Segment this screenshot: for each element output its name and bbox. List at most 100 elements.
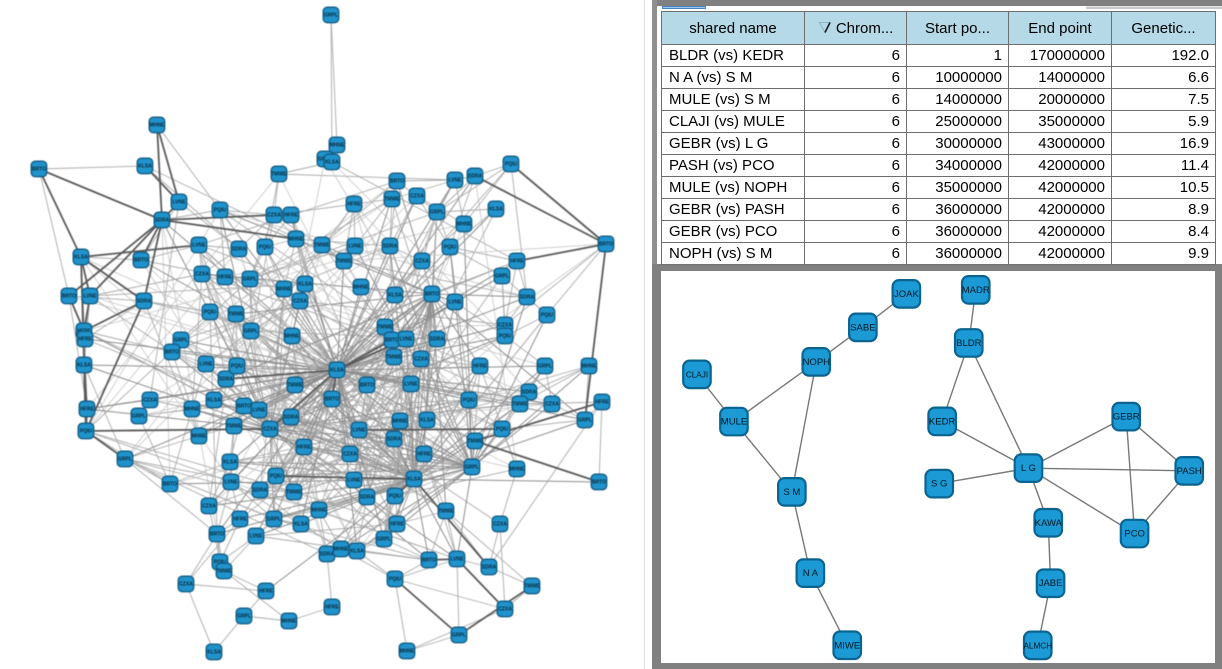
svg-text:TMWE: TMWE <box>524 584 540 590</box>
svg-text:CZXA: CZXA <box>267 213 281 219</box>
svg-text:CZXA: CZXA <box>414 357 428 363</box>
svg-text:S M: S M <box>783 487 800 498</box>
svg-text:BRTO: BRTO <box>422 558 436 564</box>
svg-text:GRPL: GRPL <box>324 13 338 19</box>
svg-text:MHNE: MHNE <box>192 434 207 440</box>
svg-text:LVNE: LVNE <box>193 243 207 249</box>
svg-text:MHNE: MHNE <box>277 287 292 293</box>
svg-text:KLSA: KLSA <box>74 255 88 261</box>
svg-text:CZXA: CZXA <box>202 504 216 510</box>
svg-text:CLAJI: CLAJI <box>686 370 708 379</box>
svg-text:PASH: PASH <box>1177 466 1202 477</box>
svg-text:GRPL: GRPL <box>243 277 257 283</box>
svg-text:GRPL: GRPL <box>244 329 258 335</box>
svg-text:HFRE: HFRE <box>284 213 298 219</box>
svg-text:PQIU: PQIU <box>270 474 283 480</box>
svg-text:BLDR: BLDR <box>956 338 981 349</box>
svg-text:KEDR: KEDR <box>929 416 956 427</box>
svg-text:PCO: PCO <box>1124 529 1145 540</box>
svg-text:LVNE: LVNE <box>451 557 465 563</box>
svg-text:HFRE: HFRE <box>325 605 339 611</box>
svg-text:KLSA: KLSA <box>325 160 339 166</box>
svg-text:TMWE: TMWE <box>386 355 402 361</box>
svg-text:KLSA: KLSA <box>207 650 221 656</box>
svg-text:PQIU: PQIU <box>231 364 244 370</box>
svg-text:KLSA: KLSA <box>207 398 221 404</box>
svg-text:PQIU: PQIU <box>499 334 512 340</box>
svg-text:LVNE: LVNE <box>173 200 187 206</box>
svg-text:TMWE: TMWE <box>228 312 244 318</box>
svg-text:PQIU: PQIU <box>389 494 402 500</box>
svg-text:LVNE: LVNE <box>348 478 362 484</box>
svg-text:L G: L G <box>1021 463 1036 474</box>
svg-text:PQIU: PQIU <box>541 313 554 319</box>
svg-text:MIWE: MIWE <box>834 640 860 651</box>
svg-text:CZXA: CZXA <box>179 582 193 588</box>
svg-text:HFRE: HFRE <box>80 407 94 413</box>
svg-text:KAWA: KAWA <box>1035 518 1063 529</box>
svg-text:SDRA: SDRA <box>522 390 537 396</box>
svg-text:KLSA: KLSA <box>350 549 364 555</box>
svg-text:ALMCH: ALMCH <box>1023 641 1052 650</box>
svg-text:SDRA: SDRA <box>219 377 234 383</box>
svg-text:SDRA: SDRA <box>284 415 299 421</box>
svg-text:MHNE: MHNE <box>457 222 472 228</box>
svg-text:HFRE: HFRE <box>233 517 247 523</box>
svg-text:PQIU: PQIU <box>204 310 217 316</box>
svg-text:LVNE: LVNE <box>353 428 367 434</box>
svg-text:CZXA: CZXA <box>415 259 429 265</box>
svg-text:CZXA: CZXA <box>293 299 307 305</box>
svg-text:HFRE: HFRE <box>259 589 273 595</box>
svg-text:LVNE: LVNE <box>449 300 463 306</box>
svg-text:GRPL: GRPL <box>452 633 466 639</box>
svg-text:CZXA: CZXA <box>410 194 424 200</box>
svg-text:CZXA: CZXA <box>195 272 209 278</box>
svg-text:BRTO: BRTO <box>325 397 339 403</box>
svg-text:NOPH: NOPH <box>803 357 831 368</box>
svg-text:CZXA: CZXA <box>498 323 512 329</box>
svg-text:N A: N A <box>803 568 819 579</box>
svg-text:HFRE: HFRE <box>595 400 609 406</box>
svg-text:MHNE: MHNE <box>334 547 349 553</box>
svg-text:LVNE: LVNE <box>253 408 267 414</box>
svg-text:SDRA: SDRA <box>155 218 170 224</box>
svg-text:HFRE: HFRE <box>473 364 487 370</box>
svg-text:SDRA: SDRA <box>253 488 268 494</box>
svg-text:BRTO: BRTO <box>62 294 76 300</box>
svg-text:LVNE: LVNE <box>405 382 419 388</box>
svg-text:MHNE: MHNE <box>330 143 345 149</box>
svg-text:MHNE: MHNE <box>510 467 525 473</box>
svg-text:HFRE: HFRE <box>297 445 311 451</box>
svg-text:LVNE: LVNE <box>200 362 214 368</box>
svg-text:GRPL: GRPL <box>495 274 509 280</box>
svg-text:TMWE: TMWE <box>384 197 400 203</box>
svg-text:MHNE: MHNE <box>312 508 327 514</box>
svg-text:SDRA: SDRA <box>320 552 335 558</box>
svg-text:LVNE: LVNE <box>84 294 98 300</box>
svg-text:GRPL: GRPL <box>430 210 444 216</box>
svg-text:GRPL: GRPL <box>118 457 132 463</box>
svg-text:HFRE: HFRE <box>390 522 404 528</box>
svg-text:SDRA: SDRA <box>387 437 402 443</box>
svg-text:GRPL: GRPL <box>538 364 552 370</box>
svg-text:BRTO: BRTO <box>210 532 224 538</box>
svg-text:GRPL: GRPL <box>578 418 592 424</box>
svg-text:SDRA: SDRA <box>137 299 152 305</box>
svg-text:TMWE: TMWE <box>216 569 232 575</box>
svg-text:BRTO: BRTO <box>599 242 613 248</box>
svg-text:TMWE: TMWE <box>286 490 302 496</box>
svg-text:LVNE: LVNE <box>349 244 363 250</box>
svg-text:TMWE: TMWE <box>512 402 528 408</box>
svg-text:MHNE: MHNE <box>393 419 408 425</box>
svg-text:BRTO: BRTO <box>360 383 374 389</box>
svg-text:MHNE: MHNE <box>185 407 200 413</box>
svg-text:GRPL: GRPL <box>174 338 188 344</box>
svg-text:CZXA: CZXA <box>143 398 157 404</box>
svg-text:GRPL: GRPL <box>267 517 281 523</box>
svg-text:SDRA: SDRA <box>482 565 497 571</box>
svg-text:BRTO: BRTO <box>592 480 606 486</box>
svg-text:KLSA: KLSA <box>294 522 308 528</box>
svg-text:SDRA: SDRA <box>232 247 247 253</box>
svg-text:GEBR: GEBR <box>1113 412 1140 423</box>
svg-text:PQIU: PQIU <box>80 429 93 435</box>
